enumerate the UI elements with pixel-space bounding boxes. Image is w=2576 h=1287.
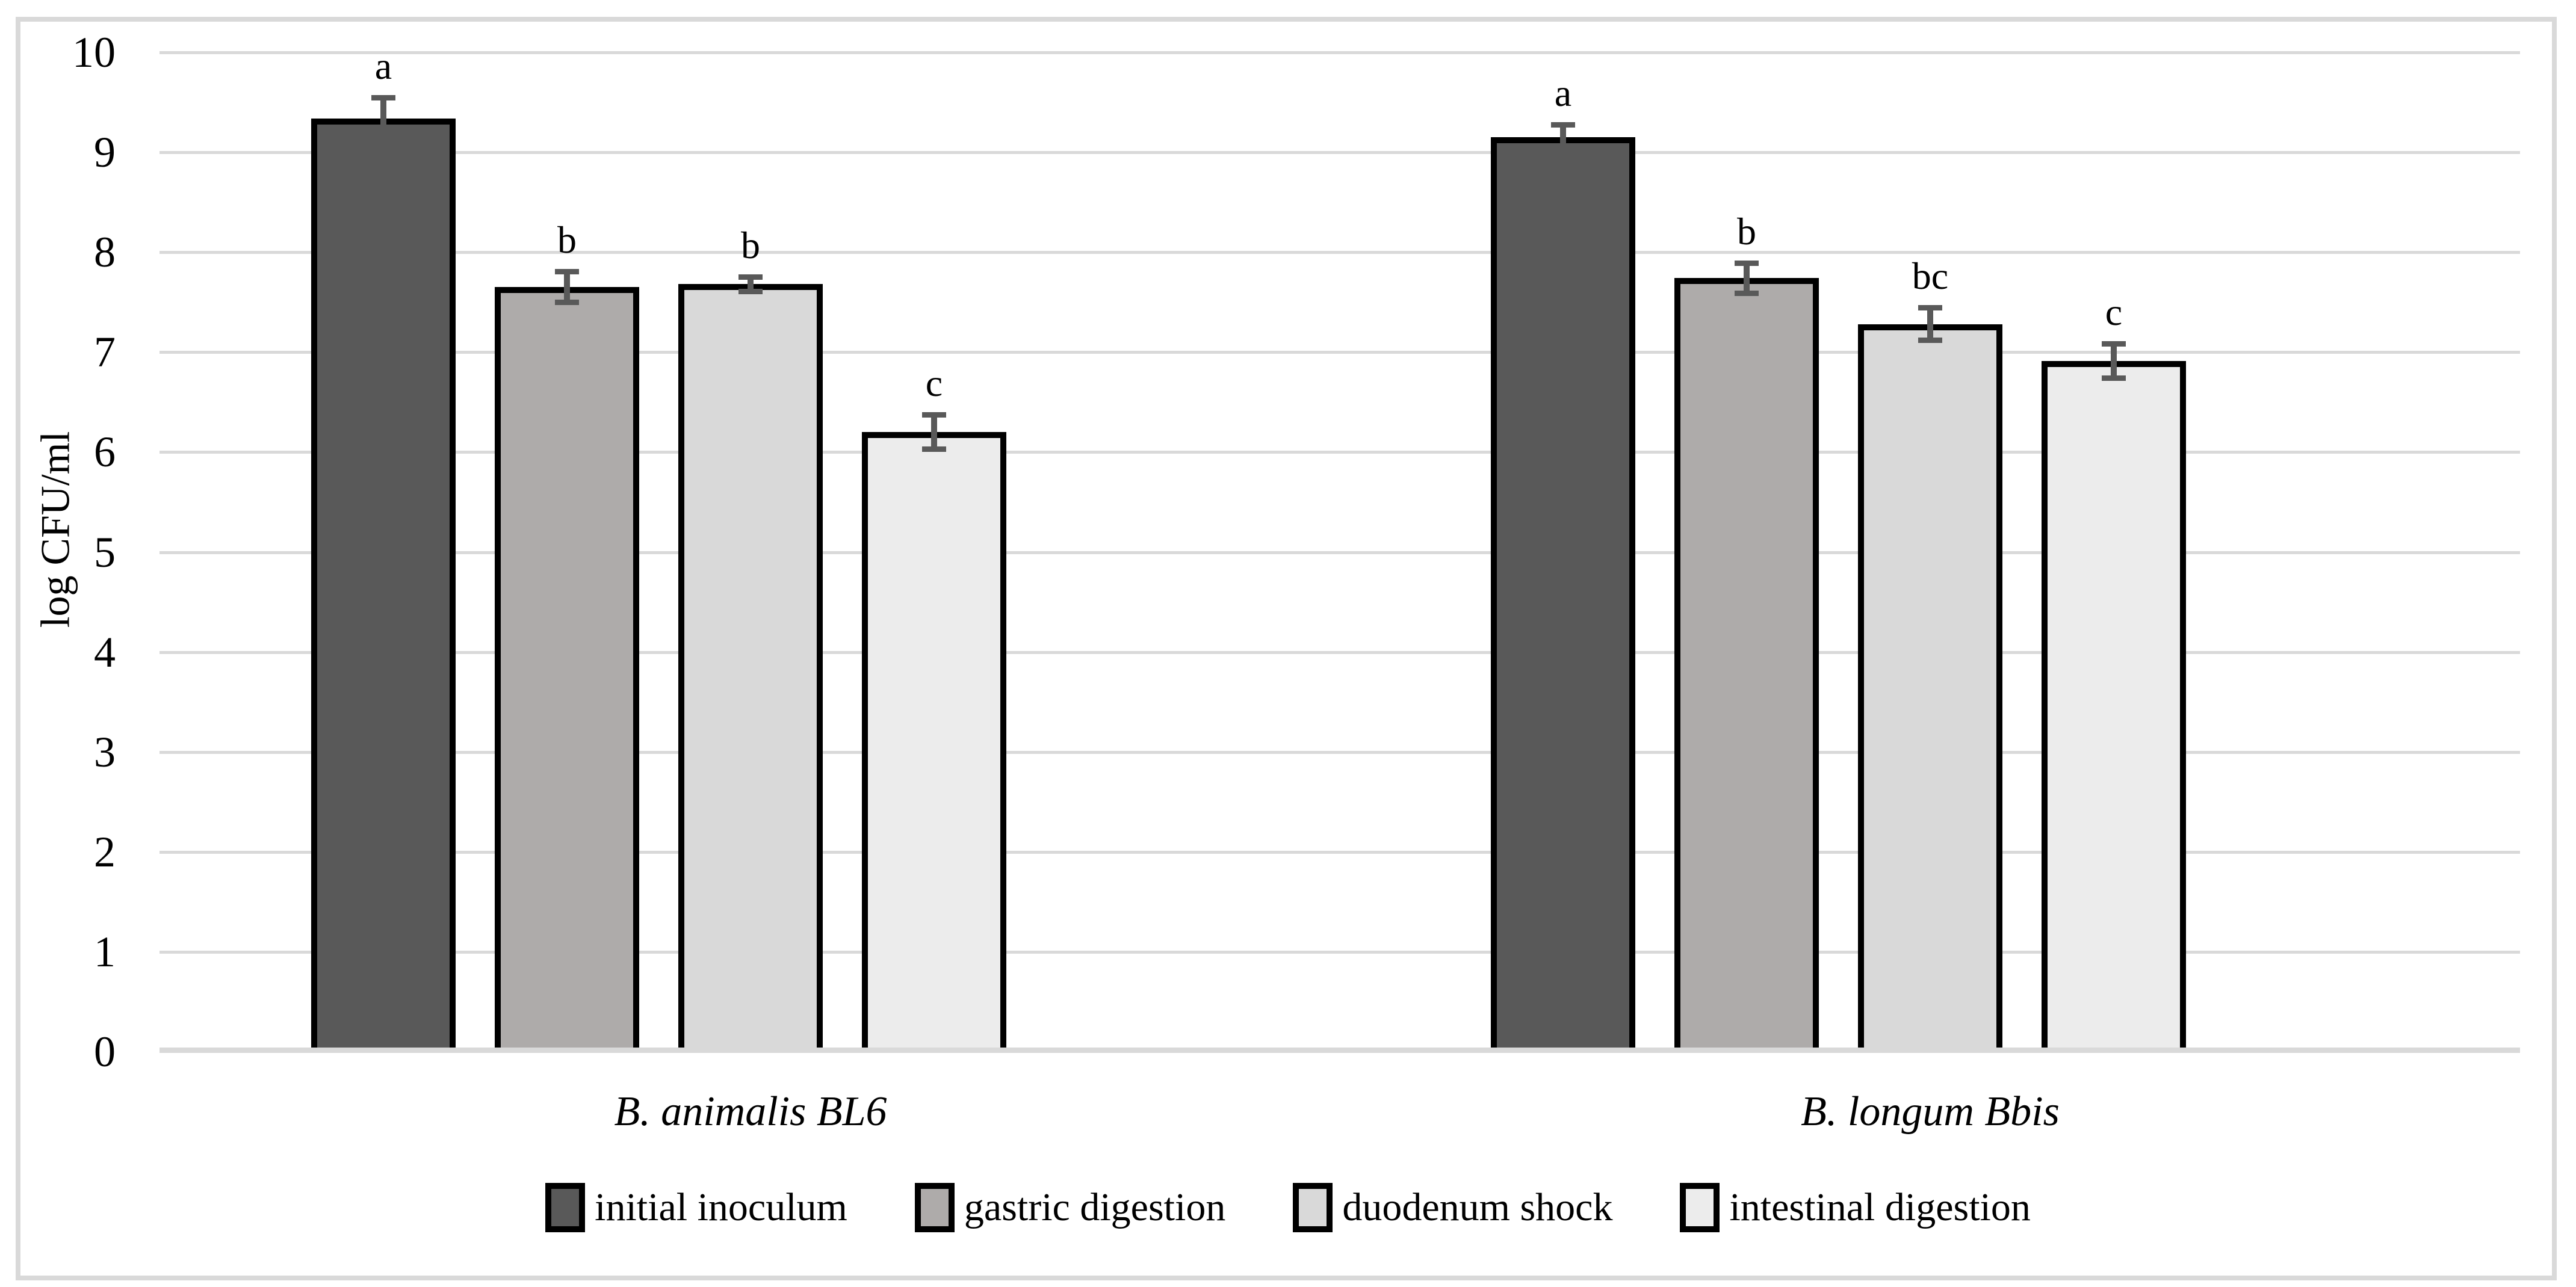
y-tick-label-4: 4 — [94, 628, 116, 676]
significance-letter-b-animalis-bl6-gastric-digestion: b — [557, 218, 577, 262]
error-bar-stem — [380, 95, 386, 141]
legend-swatch-icon — [1680, 1183, 1720, 1232]
bar-b-animalis-bl6-duodenum-shock — [678, 284, 823, 1052]
error-bar-cap-top — [371, 95, 395, 101]
error-bar-b-longum-bbis-initial-inoculum — [1551, 122, 1575, 153]
legend-item-label: initial inoculum — [595, 1185, 847, 1229]
error-bar-cap-bot — [738, 288, 763, 294]
legend-item-gastric-digestion: gastric digestion — [914, 1183, 1226, 1232]
error-bar-stem — [2111, 341, 2117, 381]
bar-b-longum-bbis-duodenum-shock — [1858, 324, 2002, 1052]
y-tick-label-8: 8 — [94, 228, 116, 277]
significance-letter-b-animalis-bl6-duodenum-shock: b — [741, 223, 760, 267]
error-bar-stem — [748, 274, 754, 294]
bar-b-longum-bbis-gastric-digestion — [1674, 278, 1819, 1052]
y-tick-label-1: 1 — [94, 927, 116, 976]
y-tick-label-0: 0 — [94, 1028, 116, 1076]
error-bar-stem — [1560, 122, 1566, 153]
legend-item-duodenum-shock: duodenum shock — [1293, 1183, 1612, 1232]
plot-area: a b b c a b bc c — [159, 47, 2520, 1053]
y-tick-label-3: 3 — [94, 727, 116, 776]
error-bar-b-animalis-bl6-initial-inoculum — [371, 95, 395, 141]
y-tick-label-2: 2 — [94, 827, 116, 876]
y-tick-label-7: 7 — [94, 328, 116, 377]
x-axis-line — [159, 1048, 2520, 1053]
bar-b-animalis-bl6-initial-inoculum — [311, 118, 456, 1052]
gridline-2 — [159, 850, 2520, 854]
bar-b-animalis-bl6-gastric-digestion — [495, 287, 639, 1052]
error-bar-stem — [564, 269, 570, 306]
legend-swatch-icon — [1293, 1183, 1333, 1232]
legend: initial inoculum gastric digestion duodenu… — [0, 1181, 2576, 1235]
bar-b-longum-bbis-initial-inoculum — [1491, 137, 1635, 1052]
error-bar-stem — [1927, 305, 1933, 344]
legend-swatch-icon — [545, 1183, 586, 1232]
legend-item-label: duodenum shock — [1342, 1185, 1613, 1229]
error-bar-cap-top — [1735, 260, 1759, 266]
error-bar-cap-top — [922, 412, 946, 418]
bar-b-longum-bbis-intestinal-digestion — [2042, 361, 2186, 1052]
error-bar-cap-top — [555, 269, 579, 275]
significance-letter-b-longum-bbis-initial-inoculum: a — [1554, 72, 1572, 115]
error-bar-b-animalis-bl6-intestinal-digestion — [922, 412, 946, 452]
error-bar-b-animalis-bl6-gastric-digestion — [555, 269, 579, 306]
gridline-7 — [159, 351, 2520, 354]
error-bar-cap-bot — [922, 446, 946, 452]
gridline-1 — [159, 950, 2520, 954]
error-bar-stem — [931, 412, 937, 452]
error-bar-cap-bot — [555, 300, 579, 306]
gridline-3 — [159, 750, 2520, 754]
gridline-6 — [159, 451, 2520, 454]
significance-letter-b-longum-bbis-intestinal-digestion: c — [2105, 291, 2123, 334]
legend-item-label: gastric digestion — [964, 1185, 1226, 1229]
error-bar-b-animalis-bl6-duodenum-shock — [738, 274, 763, 294]
legend-item-initial-inoculum: initial inoculum — [545, 1183, 847, 1232]
gridline-9 — [159, 151, 2520, 155]
gridline-4 — [159, 650, 2520, 654]
significance-letter-b-animalis-bl6-intestinal-digestion: c — [925, 361, 943, 404]
significance-letter-b-longum-bbis-duodenum-shock: bc — [1912, 255, 1949, 298]
error-bar-cap-bot — [2102, 375, 2126, 381]
error-bar-cap-bot — [1918, 338, 1942, 344]
bar-b-animalis-bl6-intestinal-digestion — [862, 432, 1006, 1052]
error-bar-cap-bot — [1735, 291, 1759, 297]
gridline-8 — [159, 251, 2520, 255]
legend-item-intestinal-digestion: intestinal digestion — [1680, 1183, 2031, 1232]
error-bar-cap-bot — [1551, 147, 1575, 153]
gridline-5 — [159, 551, 2520, 554]
y-tick-label-5: 5 — [94, 528, 116, 576]
error-bar-cap-top — [1918, 305, 1942, 311]
gridline-10 — [159, 51, 2520, 54]
legend-item-label: intestinal digestion — [1729, 1185, 2031, 1229]
y-tick-label-6: 6 — [94, 428, 116, 477]
error-bar-b-longum-bbis-intestinal-digestion — [2102, 341, 2126, 381]
error-bar-cap-top — [738, 274, 763, 280]
error-bar-stem — [1744, 260, 1750, 297]
error-bar-b-longum-bbis-gastric-digestion — [1735, 260, 1759, 297]
y-axis-tick-labels: 0 1 2 3 4 5 6 7 8 9 10 — [0, 0, 117, 1287]
legend-swatch-icon — [914, 1183, 955, 1232]
error-bar-cap-top — [2102, 341, 2126, 347]
error-bar-cap-top — [1551, 122, 1575, 128]
error-bar-cap-bot — [371, 135, 395, 141]
y-tick-label-9: 9 — [94, 128, 116, 177]
significance-letter-b-animalis-bl6-initial-inoculum: a — [374, 45, 392, 88]
error-bar-b-longum-bbis-duodenum-shock — [1918, 305, 1942, 344]
significance-letter-b-longum-bbis-gastric-digestion: b — [1737, 209, 1756, 253]
y-tick-label-10: 10 — [72, 28, 116, 76]
